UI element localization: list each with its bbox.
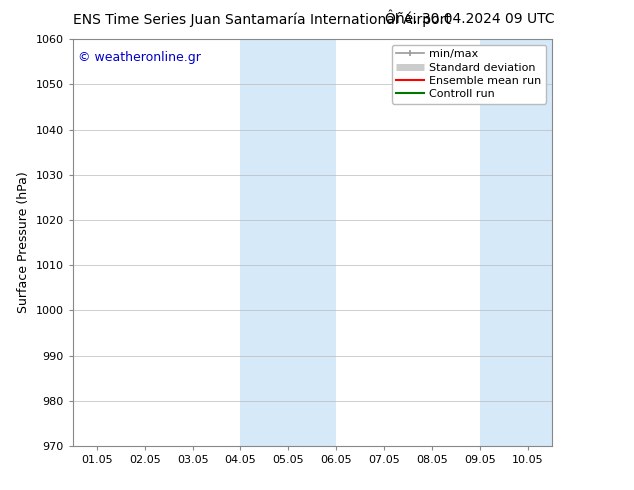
Legend: min/max, Standard deviation, Ensemble mean run, Controll run: min/max, Standard deviation, Ensemble me… — [392, 45, 546, 104]
Text: © weatheronline.gr: © weatheronline.gr — [78, 51, 200, 64]
Bar — [240, 39, 336, 446]
Text: Ôñé. 30.04.2024 09 UTC: Ôñé. 30.04.2024 09 UTC — [385, 12, 555, 26]
Bar — [480, 39, 552, 446]
Y-axis label: Surface Pressure (hPa): Surface Pressure (hPa) — [17, 172, 30, 314]
Text: ENS Time Series Juan Santamaría International Airport: ENS Time Series Juan Santamaría Internat… — [73, 12, 451, 27]
